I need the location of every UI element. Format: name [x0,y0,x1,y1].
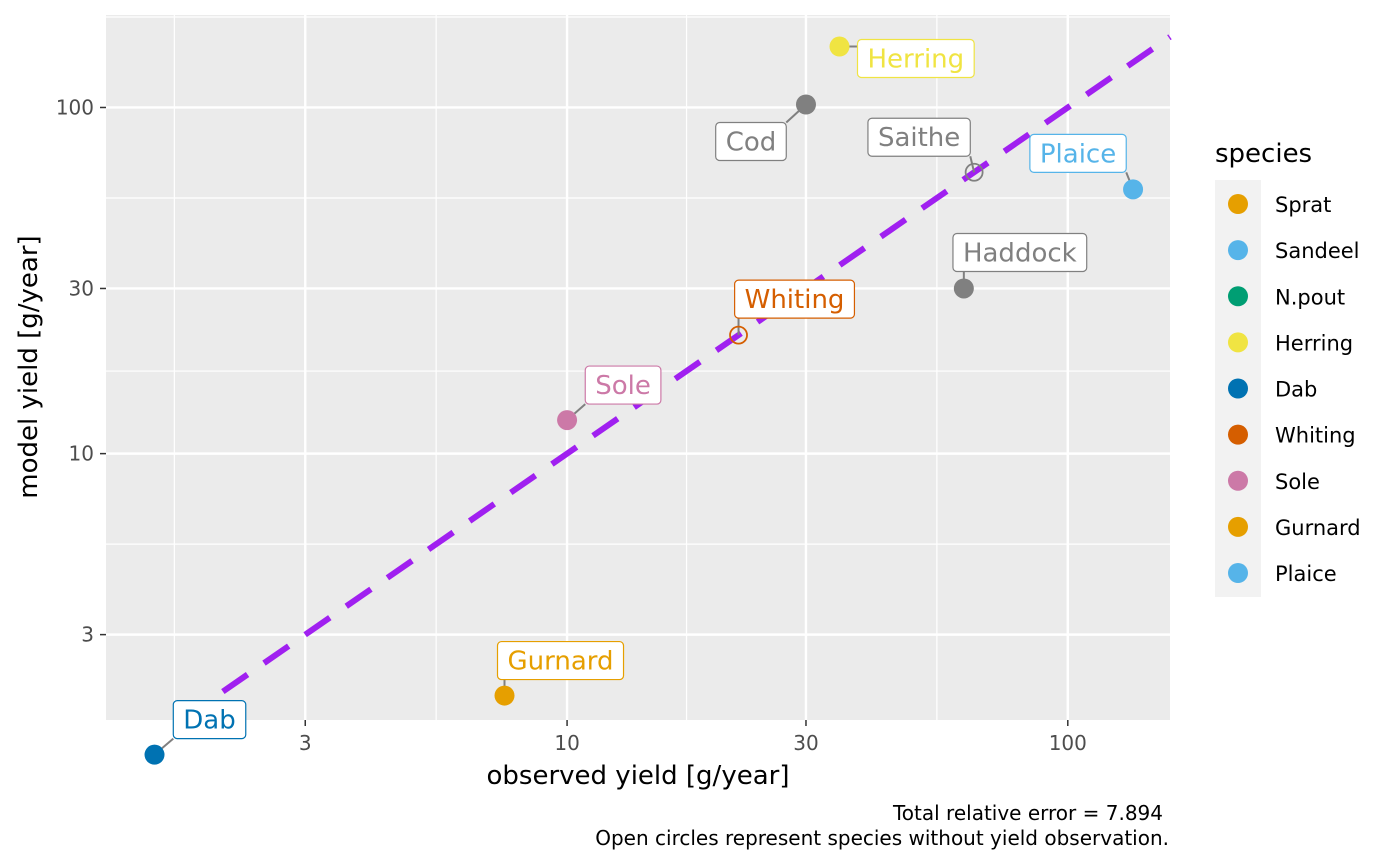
legend-entries: Sprat Sandeel N.pout Herring Dab Whiting Sole G… [1228,193,1361,586]
point-labels: Herring Cod Saithe Plaice Haddock Whiting Sole… [172,38,1127,740]
legend-label-n-pout: N.pout [1275,285,1345,309]
point-label-box-gurnard [496,640,625,681]
data-point-sole [557,410,578,431]
x-tick-label: 100 [1049,731,1087,755]
legend-key-n-pout [1228,286,1248,307]
data-point-cod [795,94,816,115]
x-axis-ticks: 3 10 30 100 [299,720,1087,755]
y-axis-ticks: 3 10 30 100 [56,95,106,647]
data-point-dab [144,744,165,765]
data-point-gurnard [494,685,515,706]
point-label-box-plaice [1029,133,1127,173]
data-point-haddock [953,278,974,299]
legend-key-sandeel [1228,240,1248,261]
x-tick-label: 30 [793,731,818,755]
y-tick-label: 3 [81,623,94,647]
caption-open-circles-note: Open circles represent species without y… [595,826,1169,850]
point-label-plaice: Plaice [1040,139,1116,169]
legend-key-whiting [1228,424,1248,445]
legend: species Sprat Sandeel N.pout Herring Dab Whit… [1215,139,1361,597]
point-label-gurnard: Gurnard [508,647,614,677]
legend-key-dab [1228,378,1248,399]
data-point-saithe [964,162,984,182]
point-label-box-saithe [867,117,971,157]
point-label-box-haddock [952,232,1088,273]
point-label-sole: Sole [595,371,651,401]
legend-label-sprat: Sprat [1275,193,1331,217]
data-point-herring [829,36,850,57]
y-tick-label: 30 [69,276,94,300]
data-points [144,36,1144,765]
x-axis-title: observed yield [g/year] [487,761,790,791]
point-label-box-whiting [734,279,856,319]
x-tick-label: 10 [554,731,579,755]
x-tick-label: 3 [299,731,312,755]
major-gridlines [106,15,1170,720]
point-label-herring: Herring [867,45,964,75]
legend-label-sandeel: Sandeel [1275,239,1360,263]
legend-key-sprat [1228,194,1248,214]
y-axis-title: model yield [g/year] [14,235,44,498]
point-label-whiting: Whiting [745,285,845,315]
y-tick-label: 100 [56,95,94,119]
point-label-dab: Dab [183,706,235,736]
legend-label-plaice: Plaice [1275,562,1337,586]
point-label-box-sole [584,365,662,405]
legend-label-herring: Herring [1275,331,1353,355]
y-tick-label: 10 [69,442,94,466]
caption-total-error: Total relative error = 7.894 [892,801,1163,825]
legend-key-herring [1228,332,1248,353]
point-label-haddock: Haddock [963,238,1077,268]
legend-key-plaice [1228,563,1248,583]
legend-key-gurnard [1228,516,1248,537]
point-label-box-herring [856,38,975,79]
identity-reference-line [180,34,1172,723]
legend-label-whiting: Whiting [1275,424,1356,448]
legend-title: species [1215,139,1312,169]
data-point-plaice [1123,179,1144,200]
data-point-whiting [729,325,748,345]
point-label-box-dab [172,700,247,740]
legend-label-gurnard: Gurnard [1275,516,1361,540]
point-label-cod: Cod [726,128,777,158]
point-label-saithe: Saithe [878,123,960,153]
point-label-box-cod [715,121,787,162]
legend-label-dab: Dab [1275,378,1317,402]
legend-key-sole [1228,470,1248,491]
legend-label-sole: Sole [1275,470,1320,494]
